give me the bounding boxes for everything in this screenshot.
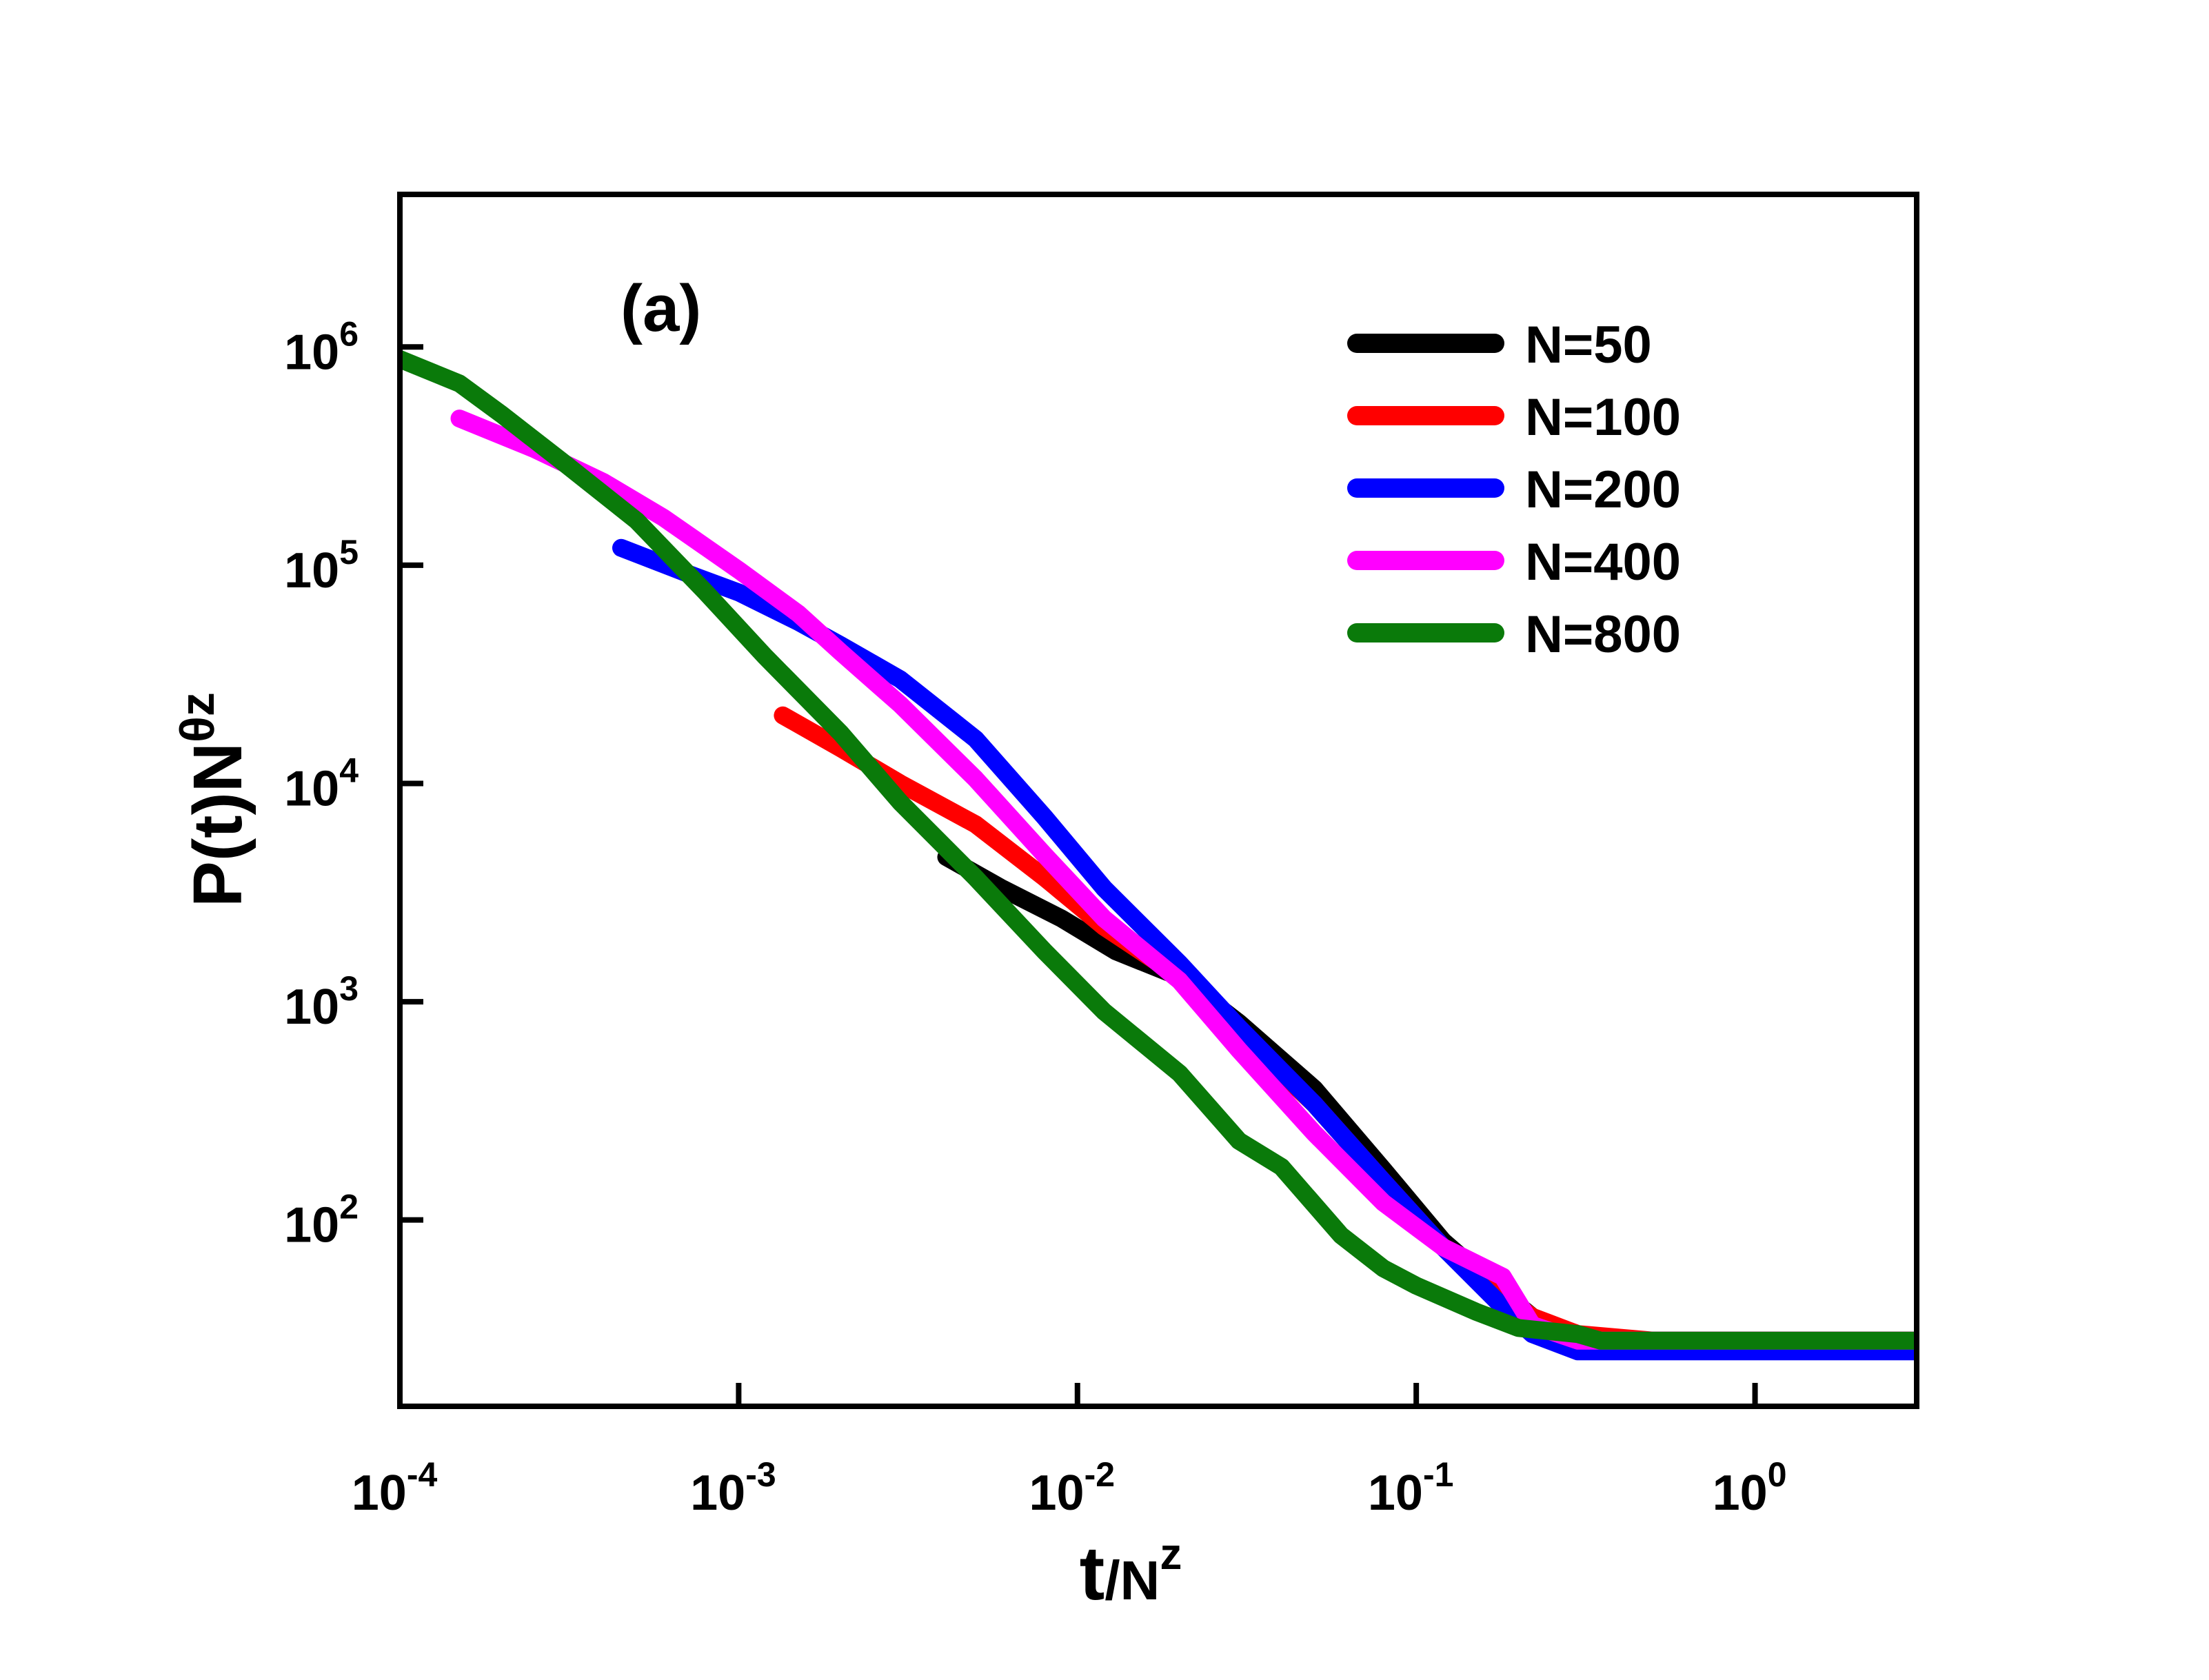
legend-label: N=100 <box>1525 388 1681 447</box>
legend-label: N=200 <box>1525 461 1681 519</box>
x-tick-label: 10-2 <box>1029 1455 1115 1521</box>
y-tick-label: 103 <box>284 969 359 1035</box>
x-tick-label: 10-1 <box>1368 1455 1454 1521</box>
x-tick-label: 100 <box>1713 1455 1787 1521</box>
x-axis-label: t/Nz <box>1080 1529 1182 1616</box>
legend-label: N=800 <box>1525 605 1681 664</box>
x-axis-label-slash: /N <box>1104 1550 1160 1611</box>
y-axis-label-base: P(t)N <box>179 742 256 907</box>
legend: N=50 N=100 N=200 N=400 N=800 <box>1347 316 1681 664</box>
y-tick-label: 104 <box>284 751 359 816</box>
y-tick-label: 102 <box>284 1188 359 1253</box>
x-tick-label: 10-3 <box>690 1455 776 1521</box>
y-tick-label: 105 <box>284 533 359 598</box>
x-axis-label-sup: z <box>1160 1529 1182 1579</box>
series-layer <box>400 350 1917 1361</box>
plot-frame <box>397 192 1919 1409</box>
y-axis-label-sup: θz <box>170 692 224 742</box>
legend-label: N=400 <box>1525 533 1681 591</box>
x-tick-label: 10-4 <box>352 1455 438 1521</box>
series-line-n-800 <box>400 350 1917 1350</box>
x-axis-label-base: t <box>1080 1531 1105 1616</box>
panel-label: (a) <box>621 272 701 345</box>
y-axis-label: P(t)Nθz <box>170 692 256 907</box>
y-tick-label: 106 <box>284 314 359 380</box>
legend-label: N=50 <box>1525 316 1652 374</box>
tick-layer: 10-4 10-3 10-2 10-1 100 102 103 104 105 106 <box>284 314 1786 1521</box>
